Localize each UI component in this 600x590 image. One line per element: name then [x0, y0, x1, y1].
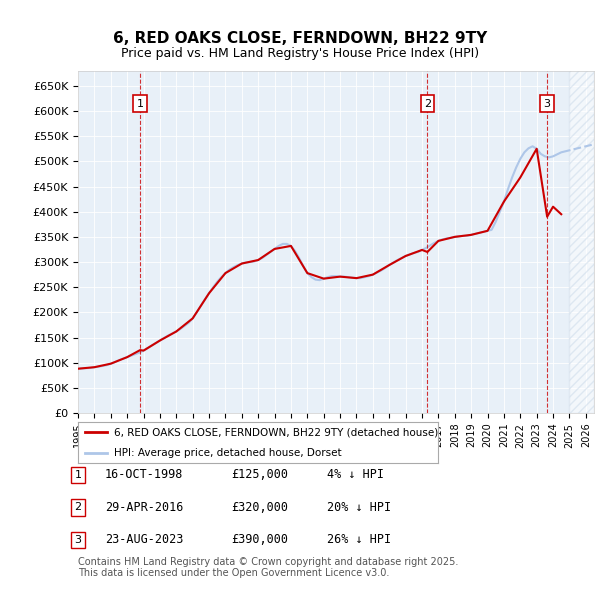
Text: 2: 2 — [74, 503, 82, 512]
Text: 20% ↓ HPI: 20% ↓ HPI — [327, 501, 391, 514]
Text: 6, RED OAKS CLOSE, FERNDOWN, BH22 9TY: 6, RED OAKS CLOSE, FERNDOWN, BH22 9TY — [113, 31, 487, 46]
Text: 3: 3 — [74, 535, 82, 545]
Text: 6, RED OAKS CLOSE, FERNDOWN, BH22 9TY (detached house): 6, RED OAKS CLOSE, FERNDOWN, BH22 9TY (d… — [114, 427, 438, 437]
Text: 1: 1 — [137, 99, 143, 109]
Text: 16-OCT-1998: 16-OCT-1998 — [105, 468, 184, 481]
Text: Price paid vs. HM Land Registry's House Price Index (HPI): Price paid vs. HM Land Registry's House … — [121, 47, 479, 60]
Text: 26% ↓ HPI: 26% ↓ HPI — [327, 533, 391, 546]
Text: 2: 2 — [424, 99, 431, 109]
Text: £320,000: £320,000 — [231, 501, 288, 514]
Text: 23-AUG-2023: 23-AUG-2023 — [105, 533, 184, 546]
Text: 1: 1 — [74, 470, 82, 480]
Text: Contains HM Land Registry data © Crown copyright and database right 2025.
This d: Contains HM Land Registry data © Crown c… — [78, 556, 458, 578]
Text: £125,000: £125,000 — [231, 468, 288, 481]
Text: £390,000: £390,000 — [231, 533, 288, 546]
Text: HPI: Average price, detached house, Dorset: HPI: Average price, detached house, Dors… — [114, 448, 341, 458]
Text: 4% ↓ HPI: 4% ↓ HPI — [327, 468, 384, 481]
Text: 29-APR-2016: 29-APR-2016 — [105, 501, 184, 514]
Text: 3: 3 — [544, 99, 551, 109]
